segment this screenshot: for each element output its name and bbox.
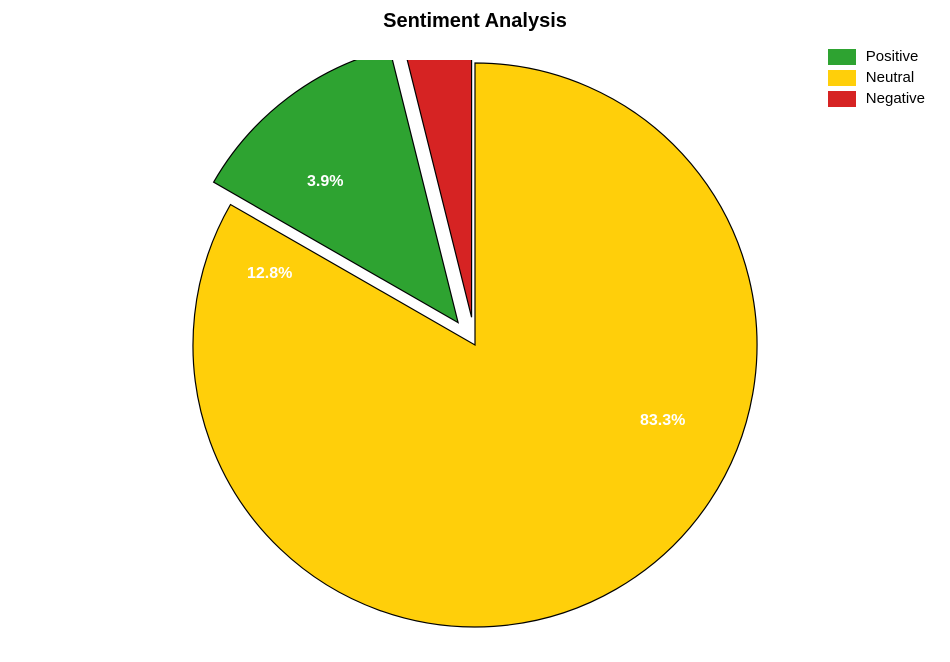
legend: Positive Neutral Negative	[828, 48, 925, 111]
sentiment-pie-chart: Sentiment Analysis 83.3% 12.8% 3.9% Positi…	[0, 0, 950, 662]
legend-swatch	[828, 91, 856, 107]
slice-label-positive: 12.8%	[247, 265, 292, 283]
legend-item-positive: Positive	[828, 48, 925, 65]
legend-item-negative: Negative	[828, 90, 925, 107]
legend-item-neutral: Neutral	[828, 69, 925, 86]
legend-swatch	[828, 70, 856, 86]
legend-swatch	[828, 49, 856, 65]
pie-svg	[190, 60, 770, 640]
legend-label: Negative	[866, 90, 925, 107]
legend-label: Positive	[866, 48, 919, 65]
legend-label: Neutral	[866, 69, 914, 86]
slice-label-neutral: 83.3%	[640, 412, 685, 430]
slice-label-negative: 3.9%	[307, 173, 343, 191]
chart-title: Sentiment Analysis	[0, 10, 950, 33]
